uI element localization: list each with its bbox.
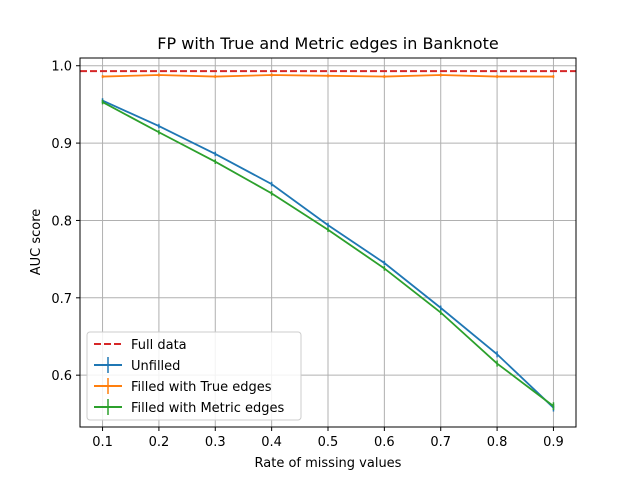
series-filled-with-true-edges bbox=[101, 73, 555, 79]
data-point bbox=[327, 224, 329, 226]
x-tick-label: 0.3 bbox=[205, 435, 226, 450]
series-layer bbox=[80, 70, 576, 412]
grid-lines bbox=[80, 58, 576, 427]
x-tick-label: 0.6 bbox=[374, 435, 395, 450]
legend-label: Unfilled bbox=[131, 359, 180, 374]
data-point bbox=[158, 125, 160, 127]
data-point bbox=[383, 75, 386, 78]
x-tick-label: 0.4 bbox=[261, 435, 282, 450]
data-point bbox=[101, 75, 104, 78]
y-tick-label: 0.9 bbox=[51, 137, 72, 152]
legend-swatch bbox=[94, 357, 122, 373]
x-tick-label: 0.8 bbox=[487, 435, 508, 450]
legend-swatch bbox=[94, 399, 122, 415]
legend-swatch bbox=[94, 378, 122, 394]
data-point bbox=[327, 74, 329, 77]
data-point bbox=[496, 75, 498, 78]
legend-label: Filled with True edges bbox=[131, 380, 272, 395]
data-point bbox=[439, 311, 442, 314]
x-tick-label: 0.5 bbox=[318, 435, 339, 450]
y-tick-label: 1.0 bbox=[51, 60, 72, 75]
x-axis-ticks: 0.1 0.2 0.3 0.4 0.5 0.6 0.7 0.8 0.9 bbox=[92, 427, 564, 450]
data-point bbox=[214, 153, 217, 155]
y-axis-label: AUC score bbox=[29, 209, 44, 276]
data-point bbox=[270, 74, 273, 76]
data-point bbox=[214, 160, 217, 163]
data-point bbox=[552, 405, 555, 407]
y-tick-label: 0.6 bbox=[51, 369, 72, 384]
data-point bbox=[158, 74, 160, 76]
data-point bbox=[496, 353, 498, 356]
data-point bbox=[439, 307, 442, 309]
data-point bbox=[158, 131, 160, 134]
data-point bbox=[101, 101, 104, 103]
y-axis-ticks: 0.6 0.7 0.8 0.9 1.0 bbox=[51, 60, 80, 384]
x-tick-label: 0.9 bbox=[543, 435, 564, 450]
y-tick-label: 0.7 bbox=[51, 292, 72, 307]
data-point bbox=[327, 228, 329, 231]
data-point bbox=[439, 74, 442, 76]
legend-box bbox=[86, 331, 302, 421]
data-point bbox=[552, 75, 555, 78]
data-point bbox=[270, 183, 273, 185]
series-filled-with-metric-edges bbox=[101, 99, 555, 410]
chart-title: FP with True and Metric edges in Banknot… bbox=[157, 34, 498, 53]
data-point bbox=[214, 75, 217, 78]
y-tick-label: 0.8 bbox=[51, 214, 72, 229]
legend-label: Filled with Metric edges bbox=[131, 401, 285, 416]
legend: Full data Unfilled Filled with True edges F… bbox=[86, 331, 302, 421]
data-point bbox=[496, 362, 498, 365]
x-tick-label: 0.7 bbox=[430, 435, 451, 450]
data-point bbox=[270, 192, 273, 195]
legend-label: Full data bbox=[131, 338, 187, 353]
x-tick-label: 0.2 bbox=[149, 435, 170, 450]
data-point bbox=[383, 262, 386, 264]
x-axis-label: Rate of missing values bbox=[255, 456, 402, 471]
data-point bbox=[383, 267, 386, 270]
x-tick-label: 0.1 bbox=[92, 435, 113, 450]
